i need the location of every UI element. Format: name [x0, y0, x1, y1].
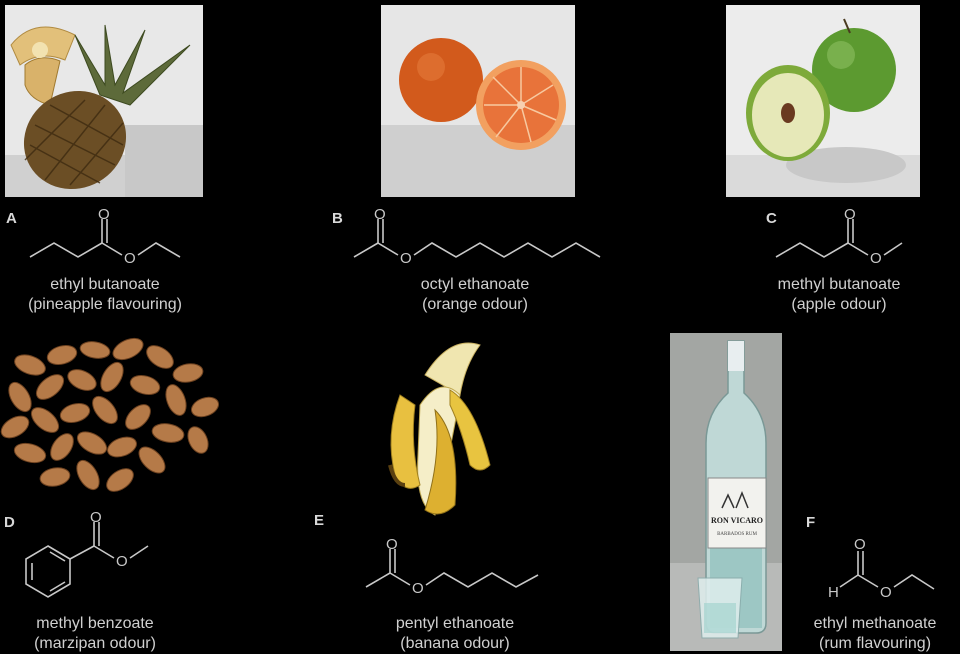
octyl-ethanoate-structure: O O: [353, 206, 601, 267]
svg-text:O: O: [374, 206, 386, 223]
panel-label-e: E: [314, 512, 325, 529]
ethyl-butanoate-structure: O O: [29, 206, 181, 267]
pentyl-ethanoate-structure: O O: [365, 536, 539, 597]
rum-type-label: BARBADOS RUM: [717, 532, 757, 537]
ethyl-methanoate-structure: H O O: [828, 536, 935, 601]
apple-photo: [726, 5, 920, 197]
compound-name: ethyl methanoate: [813, 615, 937, 632]
compound-name: octyl ethanoate: [420, 276, 530, 293]
ester-name-a: ethyl butanoate (pineapple flavouring): [0, 275, 210, 315]
panel-label-c: C: [766, 210, 777, 227]
svg-text:O: O: [400, 250, 412, 267]
almonds-photo: [0, 335, 225, 500]
ester-name-f: ethyl methanoate (rum flavouring): [790, 614, 960, 654]
svg-text:H: H: [828, 584, 839, 601]
rum-bottle-photo: RON VICARO BARBADOS RUM: [670, 333, 782, 651]
compound-name: methyl benzoate: [36, 615, 154, 632]
rum-brand-label: RON VICARO: [711, 516, 763, 525]
panel-label-a: A: [6, 210, 17, 227]
svg-text:O: O: [124, 250, 136, 267]
svg-text:O: O: [116, 553, 128, 570]
panel-label-b: B: [332, 210, 343, 227]
compound-use: (marzipan odour): [34, 635, 156, 652]
ester-name-d: methyl benzoate (marzipan odour): [0, 614, 190, 654]
banana-photo: [380, 335, 505, 530]
ester-name-c: methyl butanoate (apple odour): [734, 275, 944, 315]
compound-use: (rum flavouring): [818, 635, 932, 652]
svg-text:O: O: [90, 509, 102, 526]
svg-text:O: O: [870, 250, 882, 267]
compound-name: methyl butanoate: [777, 276, 901, 293]
svg-text:O: O: [854, 536, 866, 553]
ester-name-e: pentyl ethanoate (banana odour): [360, 614, 550, 654]
svg-text:O: O: [880, 584, 892, 601]
compound-use: (apple odour): [791, 296, 887, 313]
svg-text:O: O: [386, 536, 398, 553]
compound-use: (orange odour): [422, 296, 528, 313]
orange-photo: [381, 5, 575, 197]
svg-text:O: O: [412, 580, 424, 597]
panel-label-f: F: [806, 514, 816, 531]
ester-name-b: octyl ethanoate (orange odour): [370, 275, 580, 315]
compound-use: (banana odour): [400, 635, 510, 652]
methyl-butanoate-structure: O O: [775, 206, 903, 267]
svg-text:O: O: [844, 206, 856, 223]
panel-label-d: D: [4, 514, 15, 531]
pineapple-photo: [5, 5, 203, 197]
compound-name: ethyl butanoate: [50, 276, 160, 293]
compound-name: pentyl ethanoate: [395, 615, 515, 632]
compound-use: (pineapple flavouring): [28, 296, 182, 313]
methyl-benzoate-structure: O O: [25, 509, 149, 598]
svg-text:O: O: [98, 206, 110, 223]
